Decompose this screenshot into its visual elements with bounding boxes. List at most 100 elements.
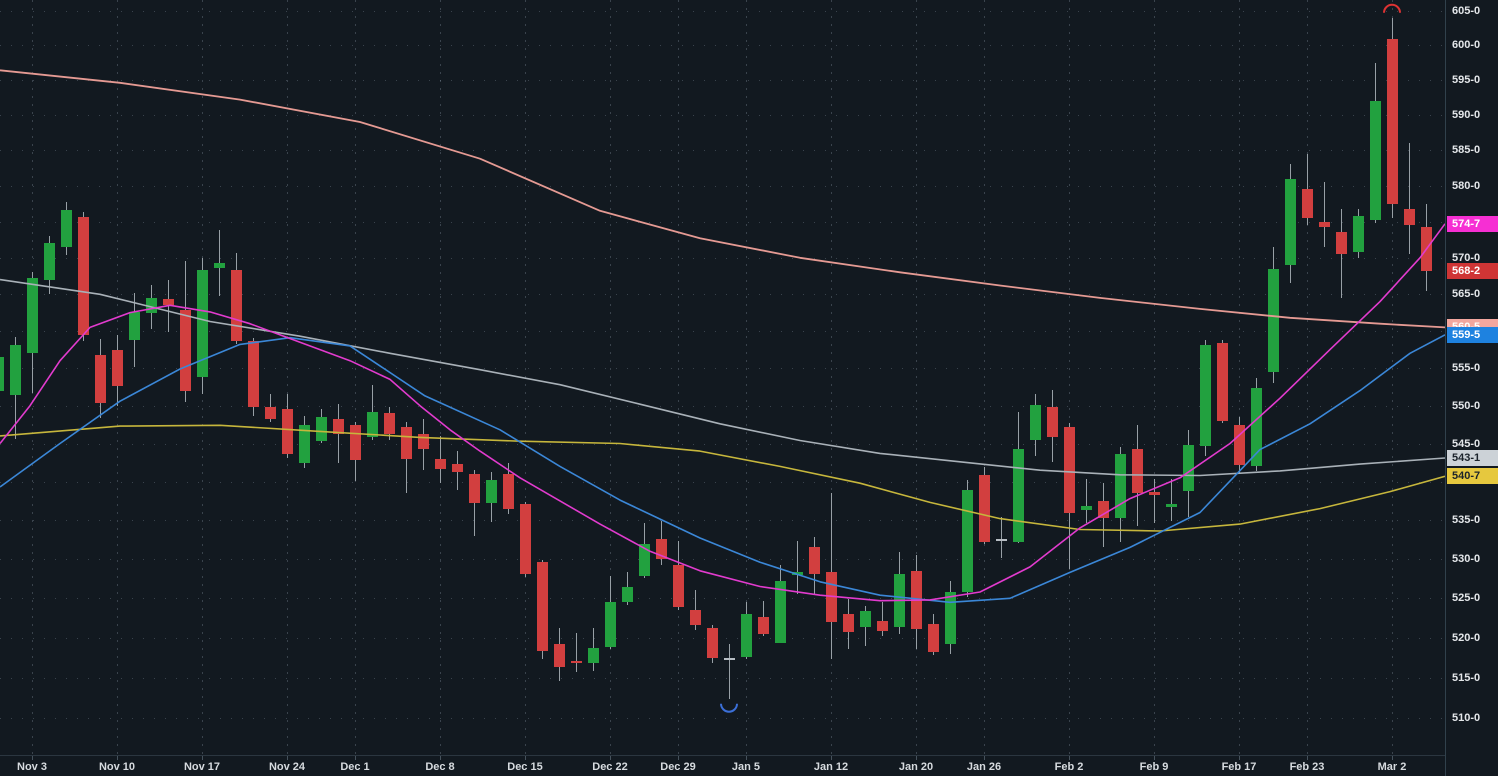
date-label: Jan 5: [731, 761, 761, 773]
date-label: Jan 12: [813, 761, 849, 773]
time-axis[interactable]: Nov 3 Nov 10 Nov 17 Nov 24 Dec 1 Dec 8 Dec 15 D…: [0, 755, 1445, 776]
candle-body: [655, 538, 667, 560]
time-tick: [287, 756, 288, 760]
time-tick: [746, 756, 747, 760]
candle-body: [570, 661, 582, 664]
v-gridline: [525, 0, 526, 755]
price-label: 580-0: [1452, 179, 1481, 192]
time-tick: [678, 756, 679, 760]
candle-body: [910, 570, 922, 630]
candle-body: [60, 210, 72, 247]
candle-body: [995, 538, 1007, 541]
candle-body: [1114, 454, 1126, 518]
candle-body: [0, 357, 4, 391]
price-label: 535-0: [1452, 514, 1481, 527]
h-gridline: [0, 368, 1445, 370]
date-label: Nov 10: [98, 761, 136, 773]
candle-body: [621, 586, 633, 602]
date-label: Dec 29: [660, 761, 696, 773]
price-label: 515-0: [1452, 672, 1481, 684]
candle-body: [1267, 268, 1279, 372]
chart-plot[interactable]: [0, 0, 1445, 755]
candle-body: [196, 270, 208, 378]
v-gridline: [1239, 0, 1240, 755]
time-tick: [831, 756, 832, 760]
h-gridline: [0, 115, 1445, 116]
h-gridline: [0, 718, 1445, 720]
candle-body: [808, 546, 820, 574]
price-label: 520-0: [1452, 631, 1481, 644]
price-label: 545-0: [1452, 437, 1481, 450]
salmon-slow-ma-line: [0, 69, 1445, 329]
date-label: Feb 9: [1139, 761, 1169, 773]
magenta-ma-badge: 574-7: [1447, 215, 1498, 232]
price-label: 510-0: [1452, 712, 1481, 725]
candle-body: [1250, 388, 1262, 467]
time-tick: [440, 756, 441, 760]
candle-body: [553, 643, 565, 667]
candle-body: [757, 617, 769, 634]
candle-body: [434, 458, 446, 469]
candle-body: [791, 571, 803, 576]
blue-ma-badge: 559-5: [1447, 326, 1498, 343]
h-gridline: [0, 11, 1445, 12]
candle-body: [1182, 445, 1194, 491]
candle-wick: [575, 633, 577, 673]
h-gridline: [0, 257, 1445, 259]
date-label: Jan 26: [966, 761, 1002, 773]
candle-body: [927, 624, 939, 653]
candle-body: [893, 573, 905, 627]
candle-body: [519, 504, 531, 574]
candle-body: [9, 345, 21, 396]
h-gridline: [0, 185, 1445, 187]
price-label: 605-0: [1452, 5, 1481, 17]
h-gridline: [0, 559, 1445, 561]
v-gridline: [440, 0, 441, 755]
candle-body: [451, 464, 463, 472]
candle-body: [740, 614, 752, 658]
candle-body: [604, 601, 616, 647]
candle-body: [944, 592, 956, 644]
price-label: 530-0: [1452, 553, 1481, 566]
candle-body: [1403, 208, 1415, 226]
date-label: Dec 15: [507, 761, 543, 773]
gray-ma-badge: 543-1: [1447, 450, 1498, 466]
price-label: 555-0: [1452, 362, 1481, 375]
candle-body: [774, 581, 786, 643]
v-gridline: [1307, 0, 1308, 755]
date-label: Dec 22: [592, 761, 628, 773]
time-tick: [202, 756, 203, 760]
candle-body: [1216, 342, 1228, 421]
candle-body: [111, 349, 123, 387]
h-gridline: [0, 221, 1445, 223]
h-gridline: [0, 294, 1445, 296]
candle-body: [1131, 448, 1143, 494]
candle-body: [1046, 407, 1058, 438]
date-label: Dec 8: [425, 761, 455, 773]
date-label: Dec 1: [340, 761, 370, 773]
candle-body: [400, 426, 412, 460]
v-gridline: [678, 0, 679, 755]
candle-body: [1318, 221, 1330, 227]
candle-body: [1012, 448, 1024, 542]
candle-body: [876, 620, 888, 631]
candle-body: [978, 474, 990, 542]
time-tick: [32, 756, 33, 760]
v-gridline: [1154, 0, 1155, 755]
time-tick: [1154, 756, 1155, 760]
gray-ma-line: [0, 278, 1445, 477]
date-label: Feb 17: [1221, 761, 1257, 773]
time-tick: [355, 756, 356, 760]
candle-body: [43, 243, 55, 280]
h-gridline: [0, 598, 1445, 600]
h-gridline: [0, 678, 1445, 679]
price-axis[interactable]: 605-0 600-0 595-0 590-0 585-0 580-0 570-0 565-0…: [1445, 0, 1498, 755]
candle-wick: [1408, 143, 1410, 255]
price-label: 550-0: [1452, 399, 1481, 412]
candle-body: [1335, 232, 1347, 255]
time-tick: [916, 756, 917, 760]
yellow-ma-line: [0, 424, 1445, 532]
price-label: 590-0: [1452, 109, 1481, 121]
candle-body: [298, 425, 310, 464]
